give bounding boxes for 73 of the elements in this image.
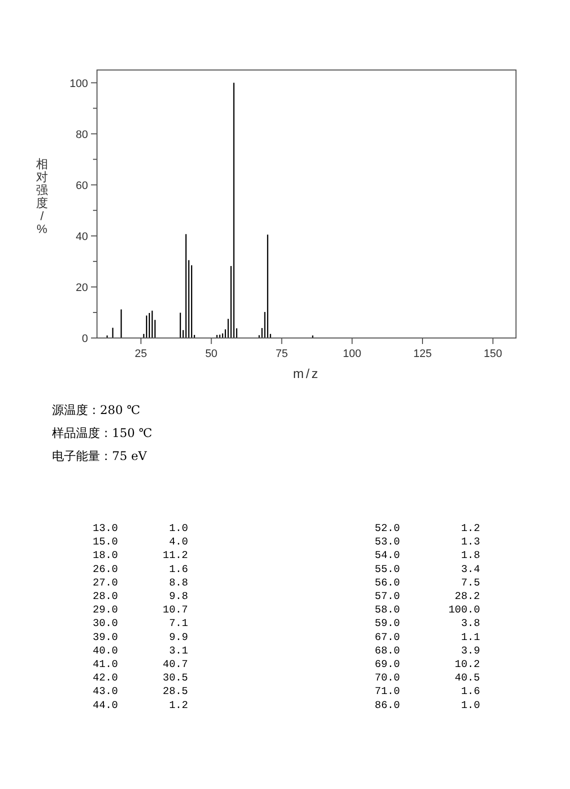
text: 9.9	[169, 632, 188, 644]
text: 15.0	[92, 536, 118, 549]
text: 18.0	[92, 550, 118, 562]
text: 1.6	[169, 564, 188, 576]
text: 57.0	[374, 591, 400, 603]
text: 69.0	[374, 659, 400, 671]
y-tick-label: 40	[76, 230, 88, 243]
text: 1.1	[461, 632, 480, 644]
text: 9.8	[169, 591, 188, 603]
text: 86.0	[374, 700, 400, 712]
text: 3.8	[461, 618, 480, 630]
y-tick-label: 100	[70, 78, 88, 90]
text: 55.0	[374, 564, 400, 576]
text: 28.2	[454, 591, 480, 603]
text: 59.0	[374, 618, 400, 630]
text: 40.0	[92, 645, 118, 658]
text: 43.0	[92, 686, 118, 698]
text: 10.2	[454, 659, 480, 671]
text: 28.0	[92, 591, 118, 603]
text: 样品温度：150 ℃	[52, 426, 152, 440]
text: 1.2	[169, 700, 188, 712]
text: 42.0	[92, 672, 118, 685]
text: 28.5	[162, 686, 188, 698]
y-tick-label: 0	[82, 333, 88, 345]
text: 41.0	[92, 659, 118, 671]
text: 3.9	[461, 645, 480, 658]
text: 11.2	[162, 550, 188, 562]
x-tick-label: 150	[484, 348, 502, 360]
text: 7.5	[461, 577, 480, 590]
text: 10.7	[162, 604, 188, 617]
x-tick-label: 100	[342, 348, 362, 360]
text: 58.0	[374, 604, 400, 617]
text: 8.8	[169, 577, 188, 590]
text: 71.0	[374, 686, 400, 698]
text: 68.0	[374, 645, 400, 658]
text: 13.0	[92, 523, 118, 535]
text: 30.5	[162, 672, 188, 685]
text: 53.0	[374, 536, 400, 549]
text: 1.6	[461, 686, 480, 698]
y-tick-label: 20	[76, 282, 88, 294]
text: 3.1	[169, 645, 188, 658]
y-tick-label: 60	[76, 180, 88, 192]
y-tick-label: 80	[76, 128, 88, 141]
text: 40.7	[162, 659, 188, 671]
text: 4.0	[169, 536, 188, 549]
text: 40.5	[454, 672, 480, 685]
x-tick-label: 125	[413, 348, 432, 360]
text: 1.0	[461, 700, 480, 712]
text: 3.4	[461, 564, 480, 576]
text: 44.0	[92, 700, 118, 712]
text: 1.3	[461, 536, 480, 549]
x-tick-label: 25	[134, 348, 148, 360]
x-axis-title: m/z	[293, 366, 320, 381]
text: 56.0	[374, 577, 400, 590]
y-axis-title: 相对强度/%	[36, 157, 48, 236]
text: 27.0	[92, 577, 118, 590]
text: 70.0	[374, 672, 400, 685]
text: 67.0	[374, 632, 400, 644]
text: 39.0	[92, 632, 118, 644]
text: 1.0	[169, 523, 188, 535]
text: 100.0	[448, 604, 480, 617]
text: 29.0	[92, 604, 118, 617]
text: 30.0	[92, 618, 118, 630]
text: 1.8	[461, 550, 480, 562]
text: 电子能量：75 eV	[52, 449, 148, 463]
x-tick-label: 75	[276, 348, 288, 360]
text: 源温度：280 ℃	[52, 403, 140, 417]
text: 54.0	[374, 550, 400, 562]
text: 1.2	[461, 523, 480, 535]
text: 26.0	[92, 564, 118, 576]
x-tick-label: 50	[205, 348, 218, 360]
text: 7.1	[169, 618, 188, 630]
text: 52.0	[374, 523, 400, 535]
